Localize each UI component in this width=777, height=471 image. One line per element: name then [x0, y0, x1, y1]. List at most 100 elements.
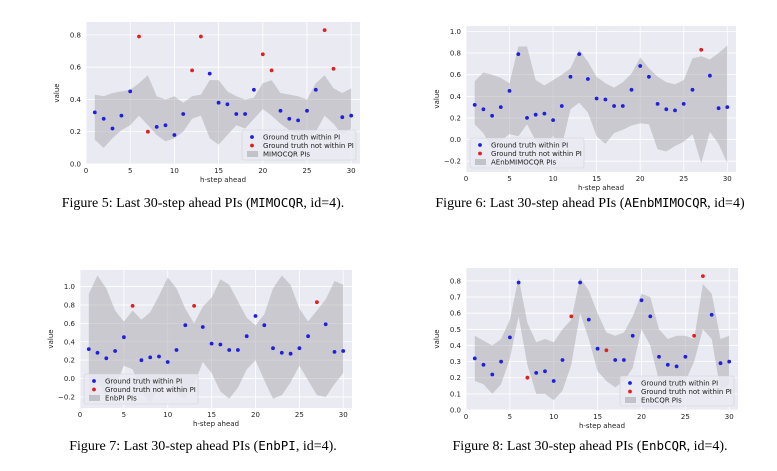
- point-within: [716, 106, 721, 111]
- x-tick-label: 20: [258, 167, 267, 175]
- point-not-within: [146, 129, 150, 134]
- point-within: [278, 108, 283, 113]
- point-within: [727, 359, 732, 364]
- y-tick-label: 0.4: [450, 342, 462, 350]
- x-axis-label: h-step ahead: [200, 176, 246, 184]
- legend-marker-band: [247, 151, 258, 157]
- legend-label: Ground truth not within PI: [491, 150, 582, 158]
- y-tick-label: 1.0: [450, 28, 461, 36]
- figure-8-caption: Figure 8: Last 30-step ahead PIs (EnbCQR…: [420, 438, 760, 455]
- legend-marker-within: [92, 379, 96, 383]
- figure-6-panel: −0.2 0.0 0.2 0.4 0.6 0.8 1.0 0 5 10 15 20 25 30 h-step…: [420, 18, 750, 192]
- point-within: [313, 87, 318, 92]
- y-tick-label: 0.0: [70, 161, 81, 169]
- x-tick-label: 0: [84, 167, 88, 175]
- x-tick-label: 30: [347, 167, 356, 175]
- x-tick-label: 0: [464, 175, 468, 183]
- point-not-within: [192, 304, 197, 308]
- point-within: [516, 280, 521, 285]
- point-within: [225, 102, 230, 107]
- point-within: [577, 52, 582, 56]
- point-within: [681, 102, 686, 106]
- point-within: [534, 371, 539, 375]
- pi-band: [474, 45, 728, 164]
- legend-label: AEnbMIMOCQR PIs: [491, 159, 557, 167]
- point-within: [288, 351, 293, 356]
- figure-6-caption: Figure 6: Last 30-step ahead PIs (AEnbMI…: [410, 195, 770, 212]
- point-within: [559, 104, 564, 108]
- y-tick-label: 0.0: [64, 375, 75, 383]
- figure-7-caption-method: EnbPI: [258, 438, 296, 453]
- point-within: [639, 298, 644, 303]
- point-within: [243, 112, 248, 116]
- figure-8-caption-suffix: , id=4).: [686, 439, 728, 454]
- legend-label: Ground truth not within PI: [641, 388, 732, 396]
- legend-label: Ground truth within PI: [491, 142, 568, 150]
- point-not-within: [190, 68, 195, 73]
- y-tick-label: 0.2: [70, 128, 81, 136]
- y-tick-label: 0.8: [64, 301, 75, 309]
- x-tick-label: 30: [339, 411, 348, 419]
- legend-marker-band: [475, 159, 486, 165]
- point-within: [586, 317, 591, 322]
- x-tick-label: 25: [295, 411, 304, 419]
- figure-8-panel: 0.0 0.1 0.2 0.3 0.4 0.5 0.6 0.7 0.8 0 5 10 15 20 25 30 h…: [420, 262, 750, 434]
- point-within: [122, 335, 126, 340]
- y-tick-label: 0.8: [70, 31, 81, 39]
- legend-marker-not-within: [628, 389, 632, 394]
- figure-5-caption-method: MIMOCQR: [250, 195, 304, 210]
- y-tick-label: 0.6: [450, 71, 462, 79]
- pi-band: [474, 277, 730, 401]
- x-tick-label: 15: [207, 411, 216, 419]
- legend-marker-band: [89, 395, 100, 401]
- point-within: [638, 64, 643, 68]
- point-within: [110, 126, 115, 131]
- point-within: [709, 312, 714, 317]
- point-within: [551, 118, 555, 122]
- point-within: [279, 350, 284, 355]
- point-not-within: [137, 34, 141, 39]
- point-within: [472, 103, 477, 107]
- point-within: [551, 379, 556, 383]
- point-within: [481, 107, 486, 112]
- point-within: [101, 116, 106, 121]
- point-within: [234, 112, 239, 116]
- point-within: [542, 111, 547, 116]
- point-within: [525, 116, 529, 120]
- point-within: [119, 113, 124, 118]
- figure-7-caption: Figure 7: Last 30-step ahead PIs (EnbPI,…: [38, 438, 368, 455]
- point-within: [630, 333, 635, 338]
- legend-label: EnbPI PIs: [105, 395, 137, 403]
- legend-box: [241, 129, 357, 161]
- x-tick-label: 10: [549, 175, 558, 183]
- x-tick-label: 10: [549, 413, 558, 421]
- legend-label: Ground truth not within PI: [263, 142, 354, 150]
- point-within: [181, 112, 186, 116]
- figure-7-caption-suffix: , id=4).: [295, 439, 337, 454]
- x-tick-label: 5: [122, 411, 126, 419]
- legend-marker-within: [628, 381, 632, 385]
- legend-marker-not-within: [478, 151, 482, 156]
- point-not-within: [525, 375, 530, 380]
- x-tick-label: 25: [681, 413, 690, 421]
- point-within: [657, 354, 661, 359]
- x-tick-label: 30: [723, 175, 732, 183]
- point-within: [296, 118, 300, 123]
- legend-marker-within: [478, 143, 482, 147]
- legend-box: [619, 375, 735, 407]
- figure-5-chart: 0.0 0.2 0.4 0.6 0.8 0 5 10 15 20 25 30 h-step ahead v…: [53, 22, 360, 184]
- point-within: [595, 346, 600, 351]
- y-tick-label: 0.4: [70, 96, 82, 104]
- point-within: [287, 116, 292, 121]
- point-within: [262, 323, 267, 328]
- point-within: [499, 359, 503, 364]
- point-within: [207, 71, 212, 76]
- point-within: [341, 349, 346, 353]
- legend-marker-within: [250, 135, 254, 139]
- legend-label: EnbCQR PIs: [641, 397, 682, 405]
- pi-band: [94, 75, 352, 148]
- y-tick-label: 0.2: [64, 357, 75, 365]
- point-not-within: [199, 34, 203, 39]
- point-within: [253, 314, 258, 318]
- point-within: [305, 108, 309, 113]
